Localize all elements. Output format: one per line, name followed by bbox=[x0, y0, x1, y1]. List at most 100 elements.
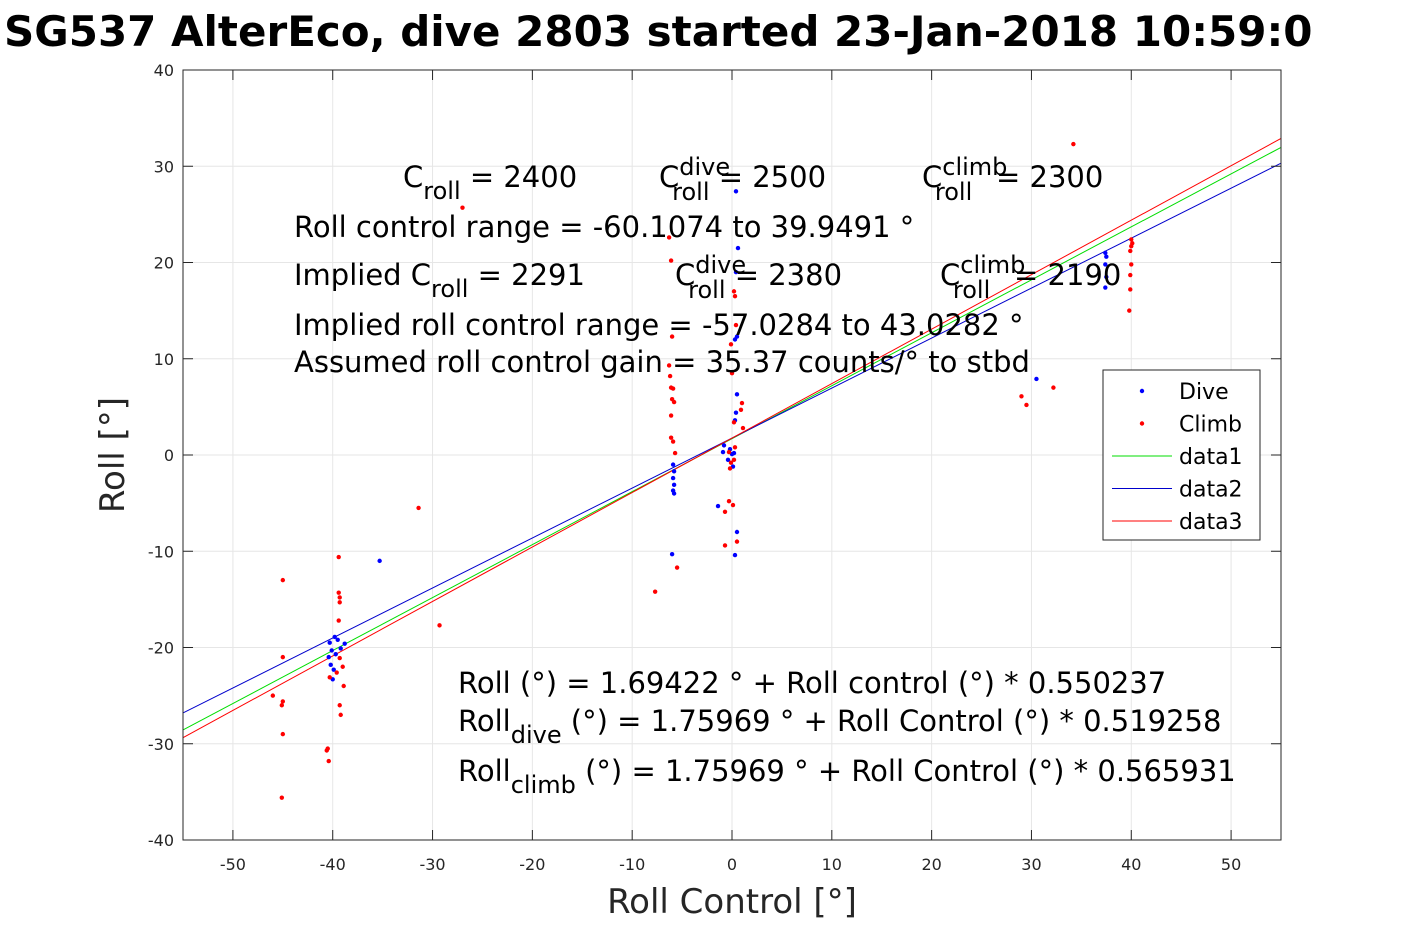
point-climb bbox=[279, 703, 285, 708]
point-climb bbox=[336, 618, 341, 623]
point-climb bbox=[338, 712, 343, 718]
legend-marker-climb bbox=[1139, 421, 1145, 426]
point-climb bbox=[729, 370, 735, 376]
point-dive bbox=[733, 189, 739, 194]
annotation-implied-c-roll-dive: Cdive roll = 2380 bbox=[675, 251, 842, 304]
point-climb bbox=[334, 670, 339, 675]
point-climb bbox=[1128, 287, 1133, 292]
y-axis-label: Roll [°] bbox=[93, 397, 133, 513]
point-dive bbox=[671, 491, 677, 496]
point-climb bbox=[1130, 241, 1135, 246]
annotations: Croll = 2400 Cdive roll = 2500 Cclimb roll =… bbox=[294, 153, 1236, 799]
point-climb bbox=[739, 400, 745, 406]
point-dive bbox=[733, 410, 739, 415]
point-climb bbox=[732, 445, 738, 450]
point-climb bbox=[1024, 402, 1029, 408]
point-climb bbox=[668, 258, 674, 263]
point-dive bbox=[1103, 285, 1108, 290]
x-tick-label: 0 bbox=[727, 855, 737, 874]
point-climb bbox=[1127, 308, 1132, 313]
point-dive bbox=[1103, 250, 1108, 256]
point-dive bbox=[671, 469, 677, 474]
point-climb bbox=[280, 654, 286, 660]
point-climb bbox=[738, 407, 744, 412]
point-climb bbox=[733, 322, 739, 328]
point-dive bbox=[735, 245, 741, 251]
data-points bbox=[270, 141, 1135, 800]
annotation-fit-dive: Rolldive (°) = 1.75969 ° + Roll Control … bbox=[458, 704, 1221, 749]
point-climb bbox=[671, 399, 677, 405]
point-climb bbox=[667, 373, 673, 379]
point-climb bbox=[1128, 272, 1133, 278]
point-climb bbox=[1128, 248, 1133, 254]
point-climb bbox=[416, 505, 421, 511]
point-climb bbox=[337, 703, 342, 708]
annotation-fit-climb: Rollclimb (°) = 1.75969 ° + Roll Control… bbox=[458, 754, 1236, 799]
point-climb bbox=[722, 543, 728, 548]
annotation-roll-control-range: Roll control range = -60.1074 to 39.9491… bbox=[294, 210, 914, 244]
annotation-implied-c-roll: Implied Croll = 2291 bbox=[294, 258, 585, 303]
y-tick-label: -30 bbox=[148, 735, 174, 754]
point-dive bbox=[1103, 262, 1108, 267]
point-climb bbox=[337, 655, 342, 661]
point-dive bbox=[338, 646, 343, 651]
point-climb bbox=[460, 205, 465, 210]
point-climb bbox=[668, 413, 674, 418]
y-tick-label: -40 bbox=[148, 831, 174, 850]
x-tick-label: -20 bbox=[519, 855, 545, 874]
x-tick-label: -50 bbox=[220, 855, 246, 874]
point-dive bbox=[733, 269, 739, 275]
point-dive bbox=[328, 662, 333, 668]
point-climb bbox=[730, 502, 736, 508]
point-dive bbox=[715, 503, 721, 509]
point-dive bbox=[670, 462, 676, 467]
point-climb bbox=[326, 758, 331, 764]
annotation-implied-range: Implied roll control range = -57.0284 to… bbox=[294, 308, 1024, 342]
y-tick-label: -20 bbox=[148, 639, 174, 658]
point-dive bbox=[721, 443, 727, 448]
x-tick-label: 50 bbox=[1221, 855, 1241, 874]
point-climb bbox=[727, 466, 733, 471]
y-tick-label: -10 bbox=[148, 542, 174, 561]
point-climb bbox=[732, 293, 738, 299]
point-climb bbox=[731, 420, 737, 425]
point-climb bbox=[327, 675, 332, 680]
point-climb bbox=[280, 731, 286, 737]
point-climb bbox=[666, 363, 672, 368]
point-climb bbox=[674, 565, 680, 570]
point-dive bbox=[734, 529, 740, 535]
x-tick-label: 20 bbox=[921, 855, 941, 874]
point-climb bbox=[668, 435, 674, 440]
point-dive bbox=[671, 482, 677, 488]
y-tick-label: 30 bbox=[154, 157, 174, 176]
point-climb bbox=[731, 457, 737, 463]
fit-lines bbox=[182, 138, 1282, 739]
point-dive bbox=[1104, 274, 1109, 280]
point-climb bbox=[731, 289, 737, 294]
fit-line-data3 bbox=[182, 138, 1282, 739]
annotation-c-roll: Croll = 2400 bbox=[403, 160, 577, 205]
point-climb bbox=[1019, 394, 1024, 399]
point-dive bbox=[333, 652, 338, 657]
point-dive bbox=[725, 457, 731, 463]
point-dive bbox=[326, 654, 331, 660]
legend: Dive Climb data1 data2 data3 bbox=[1102, 369, 1261, 541]
point-dive bbox=[327, 640, 332, 645]
point-dive bbox=[342, 641, 347, 646]
x-tick-label: 30 bbox=[1021, 855, 1041, 874]
point-dive bbox=[734, 334, 740, 339]
point-climb bbox=[740, 425, 746, 431]
y-tick-label: 0 bbox=[164, 446, 174, 465]
point-climb bbox=[280, 699, 286, 704]
point-climb bbox=[669, 334, 675, 339]
point-climb bbox=[670, 439, 676, 444]
point-dive bbox=[329, 648, 334, 653]
annotation-implied-c-roll-climb: Cclimb roll = 2190 bbox=[940, 251, 1121, 304]
fit-line-data1 bbox=[182, 146, 1282, 731]
point-dive bbox=[731, 450, 737, 456]
point-dive bbox=[720, 449, 726, 455]
point-dive bbox=[670, 475, 676, 481]
point-dive bbox=[669, 551, 675, 557]
x-axis-label: Roll Control [°] bbox=[607, 882, 857, 922]
